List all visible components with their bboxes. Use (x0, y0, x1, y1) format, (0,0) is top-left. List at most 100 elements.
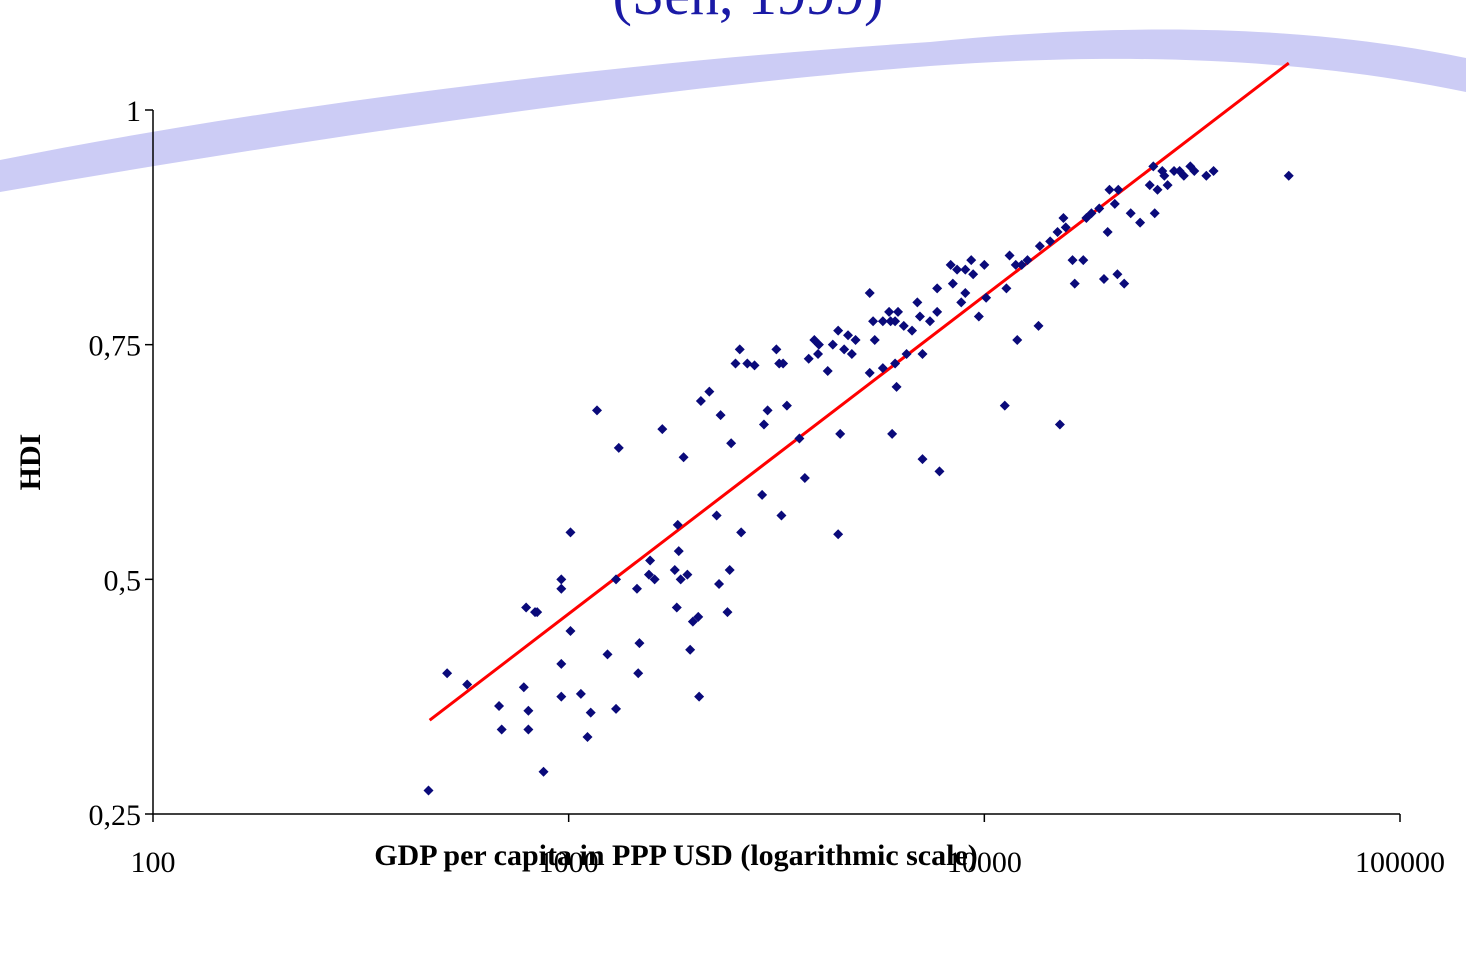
data-point (734, 344, 745, 355)
data-point (917, 454, 928, 465)
data-point (602, 649, 613, 660)
data-point (633, 668, 644, 679)
data-point (803, 353, 814, 364)
data-point (575, 688, 586, 699)
data-point (1098, 273, 1109, 284)
data-point (749, 360, 760, 371)
data-point (846, 349, 857, 360)
data-point (934, 466, 945, 477)
data-point (1012, 334, 1023, 345)
data-point (673, 546, 684, 557)
data-point (1054, 419, 1065, 430)
data-point (538, 766, 549, 777)
data-point (947, 278, 958, 289)
data-point (1125, 208, 1136, 219)
data-point (565, 625, 576, 636)
data-point (726, 438, 737, 449)
data-point (1004, 250, 1015, 261)
data-point (1149, 208, 1160, 219)
data-point (981, 292, 992, 303)
data-point (877, 363, 888, 374)
data-point (973, 311, 984, 322)
data-point (924, 316, 935, 327)
data-point (999, 400, 1010, 411)
data-point (771, 344, 782, 355)
data-point (685, 644, 696, 655)
data-point (813, 349, 824, 360)
data-point (1058, 212, 1069, 223)
data-point (1201, 170, 1212, 181)
data-point (715, 410, 726, 421)
data-point (1144, 180, 1155, 191)
data-point (1119, 278, 1130, 289)
data-point (1178, 170, 1189, 181)
data-point (891, 381, 902, 392)
data-point (565, 527, 576, 538)
data-point (827, 339, 838, 350)
data-point (890, 316, 901, 327)
data-point (657, 424, 668, 435)
data-point (912, 297, 923, 308)
y-axis-title: HDI (14, 434, 47, 491)
data-point (1112, 269, 1123, 280)
data-point (778, 358, 789, 369)
data-point (649, 574, 660, 585)
data-point (736, 527, 747, 538)
data-point (1069, 278, 1080, 289)
data-point (1113, 184, 1124, 195)
data-point (932, 283, 943, 294)
data-point (675, 574, 686, 585)
data-point (864, 367, 875, 378)
data-point (1034, 241, 1045, 252)
data-point (776, 510, 787, 521)
data-point (724, 564, 735, 575)
trend-line (428, 61, 1290, 722)
data-point (1135, 217, 1146, 228)
data-point (833, 325, 844, 336)
data-point (966, 255, 977, 266)
data-point (1159, 170, 1170, 181)
data-point (631, 583, 642, 594)
data-point (794, 433, 805, 444)
data-point (1078, 255, 1089, 266)
data-point (1001, 283, 1012, 294)
data-point (813, 339, 824, 350)
data-point (890, 358, 901, 369)
data-point (835, 428, 846, 439)
data-point (645, 555, 656, 566)
data-point (898, 320, 909, 331)
data-point (917, 349, 928, 360)
data-point (672, 519, 683, 530)
data-point (850, 334, 861, 345)
data-point (682, 569, 693, 580)
data-point (979, 259, 990, 270)
data-point (843, 330, 854, 341)
data-point (556, 691, 567, 702)
data-point (1094, 203, 1105, 214)
x-tick-label: 100000 (1355, 846, 1445, 879)
data-point (556, 658, 567, 669)
data-point (758, 419, 769, 430)
data-point (442, 668, 453, 679)
data-point (1052, 227, 1063, 238)
data-point (669, 564, 680, 575)
data-point (932, 306, 943, 317)
data-point (1148, 161, 1159, 172)
y-tick-label: 0,75 (89, 330, 142, 363)
data-point (1016, 259, 1027, 270)
data-point (822, 365, 833, 376)
data-point (518, 682, 529, 693)
data-point (839, 344, 850, 355)
data-point (1104, 184, 1115, 195)
data-point (523, 724, 534, 735)
data-point (693, 611, 704, 622)
data-point (956, 297, 967, 308)
data-point (1067, 255, 1078, 266)
data-point (714, 579, 725, 590)
data-point (914, 311, 925, 322)
data-point (1189, 166, 1200, 177)
data-point (494, 701, 505, 712)
data-point (722, 607, 733, 618)
data-point (1086, 208, 1097, 219)
